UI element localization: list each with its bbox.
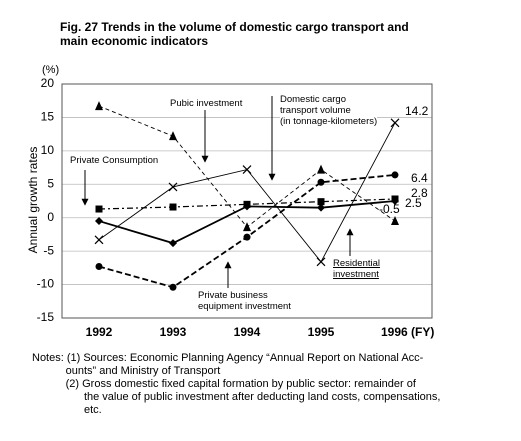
x-tick-label: 1994 <box>234 325 261 339</box>
marker <box>95 205 103 213</box>
marker <box>317 198 325 206</box>
y-tick-label: 5 <box>47 176 54 190</box>
note: (2) Gross domestic fixed capital formati… <box>65 378 441 416</box>
y-tick-label: -10 <box>37 277 55 291</box>
series-callout: Domestic cargo transport volume (in tonn… <box>280 94 378 127</box>
plot-frame <box>61 83 433 319</box>
marker <box>317 178 325 186</box>
y-tick-label: -5 <box>43 243 54 257</box>
marker <box>169 131 177 141</box>
chart-title: Fig. 27 Trends in the volume of domestic… <box>60 20 409 48</box>
marker <box>317 203 325 212</box>
y-axis-label: Annual growth rates <box>26 147 40 254</box>
y-tick-label: 15 <box>41 110 55 124</box>
series-callout: Pubic investment <box>170 98 243 109</box>
marker <box>94 235 104 245</box>
notes: Notes: (1) Sources: Economic Planning Ag… <box>32 352 440 417</box>
marker <box>316 257 326 267</box>
data-label: 14.2 <box>405 104 429 118</box>
x-tick-label: 1995 <box>308 325 335 339</box>
marker <box>243 202 251 211</box>
marker <box>390 118 400 128</box>
marker <box>243 222 251 232</box>
marker <box>169 283 177 291</box>
x-tick-label: 1993 <box>160 325 187 339</box>
data-label: -0.5 <box>379 202 400 216</box>
marker <box>168 182 178 192</box>
y-tick-label: -15 <box>37 310 55 324</box>
marker <box>243 233 251 241</box>
series-callout: Private business equipment investment <box>198 290 291 312</box>
data-label: 6.4 <box>411 171 428 185</box>
y-tick-label: 0 <box>47 210 54 224</box>
y-tick-label: 20 <box>41 76 55 90</box>
x-tick-label: 1996 (FY) <box>381 325 434 339</box>
note: Notes: (1) Sources: Economic Planning Ag… <box>32 352 424 377</box>
y-unit: (%) <box>42 64 59 76</box>
marker <box>169 239 177 248</box>
data-label: 2.8 <box>411 186 428 200</box>
marker <box>95 217 103 226</box>
marker <box>391 197 399 205</box>
series-callout: Private Consumption <box>70 155 159 166</box>
series-callout: Residential investment <box>333 258 380 280</box>
marker <box>242 165 252 175</box>
x-tick-label: 1992 <box>86 325 113 339</box>
y-tick-label: 10 <box>41 143 55 157</box>
marker <box>391 171 399 179</box>
data-label: 2.5 <box>405 196 422 210</box>
marker <box>391 216 399 226</box>
marker <box>317 164 325 174</box>
marker <box>169 203 177 211</box>
series-line <box>98 122 396 263</box>
marker <box>95 101 103 111</box>
marker <box>95 263 103 271</box>
